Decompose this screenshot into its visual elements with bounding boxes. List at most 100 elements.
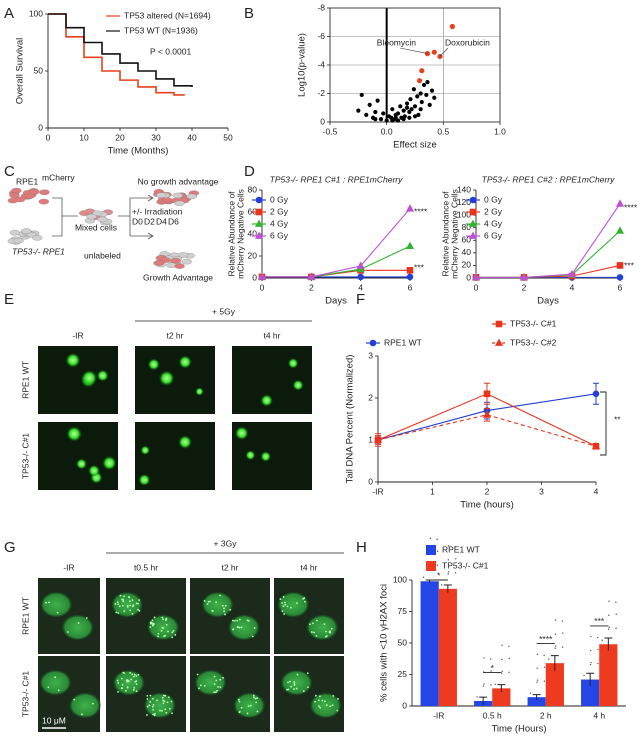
focus-spot [167,696,170,699]
data-point [384,118,389,123]
focus-spot [247,705,250,708]
focus-spot [118,605,121,608]
focus-spot [223,610,226,613]
x-tick-label: 2 [485,486,490,496]
y-axis-label: Relative Abundance of [440,191,450,277]
focus-spot [135,675,138,677]
cell-image [234,426,249,441]
y-tick-label: 40 [462,247,472,257]
cell-dot [501,658,503,661]
focus-spot [126,680,128,683]
cell-image [178,355,192,369]
cell-icon [21,228,32,234]
focus-spot [167,630,169,633]
column-header: t0.5 hr [134,562,158,572]
y-tick-label: 2 [368,392,373,402]
cell-dot [429,537,432,539]
x-tick-label: 0.0 [381,126,393,136]
focus-spot [252,694,255,697]
focus-spot [117,603,120,606]
focus-spot [232,628,234,631]
cell-dot [489,658,492,660]
schematic-label: D4 [156,216,167,226]
focus-spot [215,679,218,682]
cell-dot [536,679,539,681]
cell-icon [186,193,197,200]
bar [599,644,618,706]
chart-title: TP53-/- RPE1 C#2 : RPE1mCherry [482,174,615,184]
cell-icon [154,260,165,266]
legend-marker [468,219,478,227]
focus-spot [131,599,134,602]
data-point [616,274,624,281]
focus-spot [146,694,149,697]
data-point [424,92,429,98]
focus-spot [238,626,241,629]
y-axis-label: % cells with <10 γH2AX foci [379,584,390,702]
focus-spot [222,676,225,679]
cell-dot [490,684,492,686]
data-point [401,108,406,113]
x-axis-label: Days [325,296,347,307]
legend-label: RPE1 WT [384,337,422,347]
micrograph [135,346,215,414]
focus-spot [152,713,155,716]
series-line [377,414,597,447]
focus-spot [326,635,328,637]
cell-dot [562,632,564,634]
focus-spot [213,691,215,694]
cell-dot [529,692,532,694]
schematic-label: +/- Irradiation [132,206,183,216]
focus-spot [284,601,286,604]
focus-spot [247,620,250,622]
schematic-label: Growth Advantage [143,272,213,282]
focus-spot [313,631,316,634]
legend-label: 4 Gy [484,218,503,228]
legend-label: 2 Gy [270,206,289,216]
y-axis-label: Relative Abundance of [226,191,236,277]
y-tick-label: 60 [248,206,258,216]
schematic-label: mCherry [42,172,75,182]
focus-spot [146,714,148,716]
focus-spot [329,705,332,708]
cell-image [195,387,204,396]
focus-spot [150,621,153,624]
focus-spot [152,623,155,625]
focus-spot [133,673,136,676]
annotation: Doxorubicin [445,37,490,47]
cell-image [140,445,150,455]
focus-spot [135,602,138,605]
cell-image [102,455,117,471]
legend-marker [254,219,264,227]
cell-dot [494,683,496,686]
data-point [406,267,414,274]
column-header: -IR [72,330,83,340]
nucleus-image [61,614,94,641]
focus-spot [219,594,221,597]
cell-image [88,464,101,477]
focus-spot [302,598,304,600]
focus-spot [293,684,296,686]
x-tick-label: 0.5 [437,126,449,136]
data-point [431,49,437,55]
legend-marker [255,208,263,216]
data-point [429,88,435,93]
cell-dot [590,661,592,664]
data-point [356,261,365,269]
x-tick-label: 1 [430,486,435,496]
cell-dot [508,671,510,674]
focus-spot [170,700,173,703]
y-tick-label: 0 [252,272,257,282]
data-point [378,117,384,122]
focus-spot [284,603,287,606]
x-tick-label: -IR [433,710,444,720]
focus-spot [328,631,331,634]
x-tick-label: -0.5 [323,126,338,136]
y-tick-label: 120 [457,197,471,207]
focus-spot [281,602,284,604]
cell-dot [508,657,510,660]
x-tick-label: 0.5 h [483,710,502,720]
data-point [401,117,406,122]
legend-label: TP53-/- C#1 [510,318,557,328]
cell-dot [607,628,610,630]
